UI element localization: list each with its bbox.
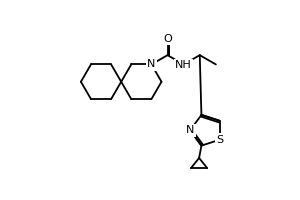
Text: N: N — [147, 59, 156, 69]
Text: S: S — [216, 135, 223, 145]
Text: NH: NH — [175, 60, 192, 70]
Text: N: N — [186, 125, 194, 135]
Text: O: O — [163, 34, 172, 44]
